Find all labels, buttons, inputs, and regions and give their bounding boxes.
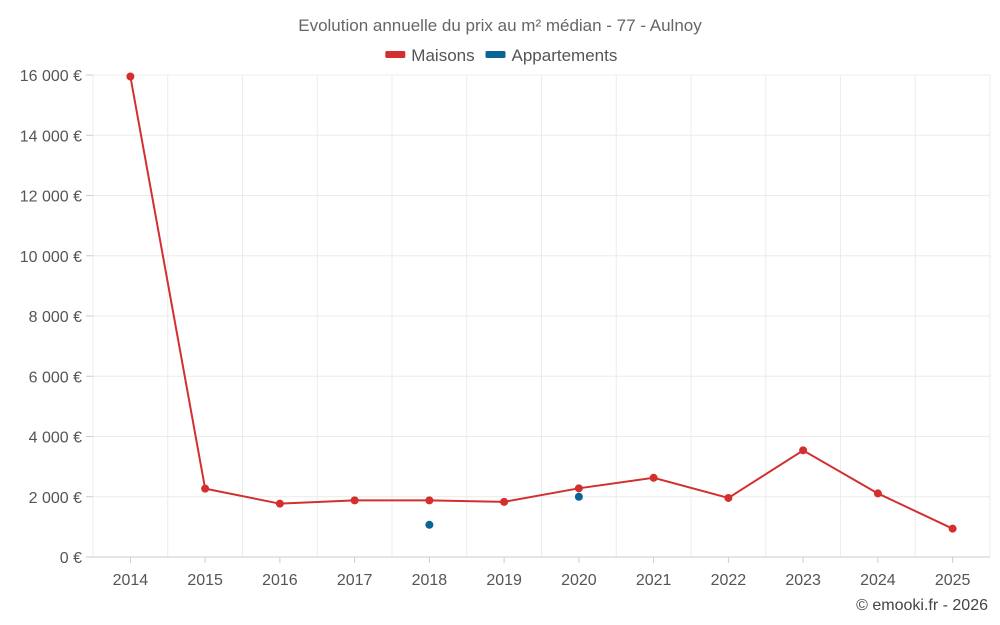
- legend: Maisons Appartements: [385, 46, 617, 65]
- data-point[interactable]: [799, 446, 808, 455]
- data-point[interactable]: [275, 499, 284, 508]
- data-point[interactable]: [724, 493, 733, 502]
- data-point[interactable]: [948, 524, 957, 533]
- y-tick-label: 10 000 €: [20, 249, 82, 266]
- series-line: [129, 76, 954, 530]
- x-tick-label: 2022: [711, 572, 747, 589]
- y-tick-label: 0 €: [60, 550, 82, 567]
- data-point[interactable]: [126, 72, 135, 81]
- y-tick-label: 4 000 €: [29, 430, 82, 447]
- x-tick-label: 2020: [561, 572, 597, 589]
- x-tick-label: 2025: [935, 572, 971, 589]
- x-tick-label: 2021: [636, 572, 672, 589]
- y-tick-label: 12 000 €: [20, 189, 82, 206]
- y-tick-label: 6 000 €: [29, 369, 82, 386]
- x-tick-label: 2014: [113, 572, 149, 589]
- chart-title: Evolution annuelle du prix au m² médian …: [298, 16, 702, 35]
- series-layer: [126, 72, 957, 533]
- series-appartements: [425, 492, 583, 529]
- data-point[interactable]: [873, 489, 882, 498]
- x-gridlines: [92, 75, 991, 557]
- y-tick-label: 2 000 €: [29, 490, 82, 507]
- data-point[interactable]: [425, 520, 434, 529]
- data-point[interactable]: [350, 496, 359, 505]
- y-tick-label: 8 000 €: [29, 309, 82, 326]
- legend-item-appartements[interactable]: Appartements: [485, 46, 618, 65]
- y-axis-ticks: 0 € 2 000 € 4 000 € 6 000 € 8 000 € 10 000 € 1…: [20, 68, 93, 567]
- x-tick-label: 2015: [187, 572, 223, 589]
- y-tick-label: 14 000 €: [20, 128, 82, 145]
- legend-label: Maisons: [411, 46, 474, 65]
- x-axis-ticks: 2014 2015 2016 2017 2018 2019 2020 2021 2022 2023…: [113, 557, 971, 589]
- data-point[interactable]: [201, 484, 210, 493]
- x-tick-label: 2019: [486, 572, 522, 589]
- credit-text: © emooki.fr - 2026: [856, 597, 988, 614]
- legend-swatch: [385, 51, 406, 58]
- x-tick-label: 2017: [337, 572, 373, 589]
- data-point[interactable]: [574, 492, 583, 501]
- series-maisons: [126, 72, 957, 533]
- data-point[interactable]: [574, 484, 583, 493]
- data-point[interactable]: [500, 497, 509, 506]
- x-tick-label: 2018: [412, 572, 448, 589]
- x-tick-label: 2024: [860, 572, 896, 589]
- data-point[interactable]: [425, 496, 434, 505]
- y-tick-label: 16 000 €: [20, 68, 82, 85]
- x-tick-label: 2016: [262, 572, 298, 589]
- x-tick-label: 2023: [785, 572, 821, 589]
- data-point[interactable]: [649, 473, 658, 482]
- legend-swatch: [485, 51, 506, 58]
- legend-item-maisons[interactable]: Maisons: [385, 46, 475, 65]
- legend-label: Appartements: [512, 46, 618, 65]
